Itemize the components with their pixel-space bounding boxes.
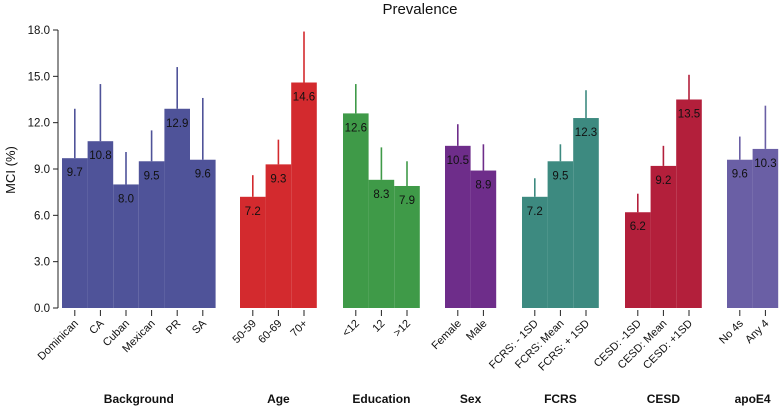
category-label: PR: [164, 318, 183, 337]
value-label: 13.5: [678, 109, 700, 121]
group-label: apoE4: [735, 392, 771, 406]
category-label: <12: [340, 318, 362, 340]
group-label: FCRS: [544, 392, 577, 406]
bar: [727, 159, 753, 308]
value-label: 14.6: [293, 92, 315, 104]
value-label: 12.9: [166, 118, 188, 130]
category-label: SA: [190, 317, 209, 336]
chart-title: Prevalence: [382, 1, 457, 18]
bar: [470, 170, 497, 308]
value-label: 10.3: [754, 158, 776, 170]
value-label: 7.2: [527, 206, 543, 218]
bar: [240, 196, 266, 308]
y-tick-label: 15.0: [28, 71, 50, 83]
value-label: 9.2: [655, 175, 671, 187]
category-label: Female: [429, 318, 463, 352]
value-label: 9.3: [270, 173, 286, 185]
category-label: 60-69: [256, 318, 284, 346]
group-label: Education: [352, 392, 410, 406]
y-tick-label: 9.0: [34, 164, 50, 176]
bar: [522, 196, 548, 308]
bar: [113, 184, 139, 308]
group-label: CESD: [647, 392, 681, 406]
y-tick-label: 12.0: [28, 118, 50, 130]
bar: [368, 179, 395, 308]
bar: [87, 141, 114, 308]
bars-layer: [62, 31, 779, 309]
value-label: 9.7: [67, 167, 83, 179]
bar: [676, 99, 702, 308]
value-label: 9.6: [732, 169, 748, 181]
bar: [265, 164, 292, 308]
bar: [291, 82, 317, 308]
y-tick-label: 0.0: [34, 303, 50, 315]
bar: [752, 148, 779, 308]
y-tick-label: 18.0: [28, 25, 50, 37]
bar: [394, 185, 420, 308]
value-label: 6.2: [630, 221, 646, 233]
value-label: 8.3: [373, 189, 389, 201]
bar: [547, 161, 574, 308]
labels-layer: 9.7 10.8 8.0 9.5 12.9 9.6 Background 7.2 9.3 14.6…: [67, 92, 777, 406]
category-label: No 4s: [717, 317, 746, 346]
value-label: 9.6: [195, 169, 211, 181]
value-label: 9.5: [144, 170, 160, 182]
y-tick-label: 3.0: [34, 257, 50, 269]
bar: [343, 113, 369, 309]
value-label: 7.2: [245, 206, 261, 218]
category-label: 50-59: [231, 318, 259, 346]
value-label: 9.5: [552, 170, 568, 182]
bar: [650, 165, 677, 308]
group-label: Background: [104, 392, 174, 406]
category-label: CA: [87, 317, 107, 337]
value-label: 10.8: [89, 150, 111, 162]
value-label: 10.5: [447, 155, 469, 167]
category-label: Dominican: [36, 318, 81, 363]
bar: [164, 108, 190, 309]
category-label: 12: [370, 318, 387, 335]
value-label: 8.9: [475, 180, 491, 192]
value-label: 12.3: [575, 127, 597, 139]
category-label: 70+: [288, 318, 310, 340]
bar: [138, 161, 165, 308]
bar: [445, 145, 471, 308]
value-label: 7.9: [399, 195, 415, 207]
category-label: Male: [464, 318, 489, 343]
bar: [573, 118, 599, 309]
bar: [62, 158, 88, 308]
y-tick-label: 6.0: [34, 210, 50, 222]
group-label: Age: [267, 392, 290, 406]
bar: [190, 159, 216, 308]
y-axis-label: MCI (%): [3, 146, 18, 194]
category-label: >12: [391, 318, 413, 340]
bar: [625, 212, 651, 308]
value-label: 8.0: [118, 193, 134, 205]
value-label: 12.6: [345, 122, 367, 134]
category-label: Any 4: [743, 318, 771, 346]
group-label: Sex: [460, 392, 482, 406]
